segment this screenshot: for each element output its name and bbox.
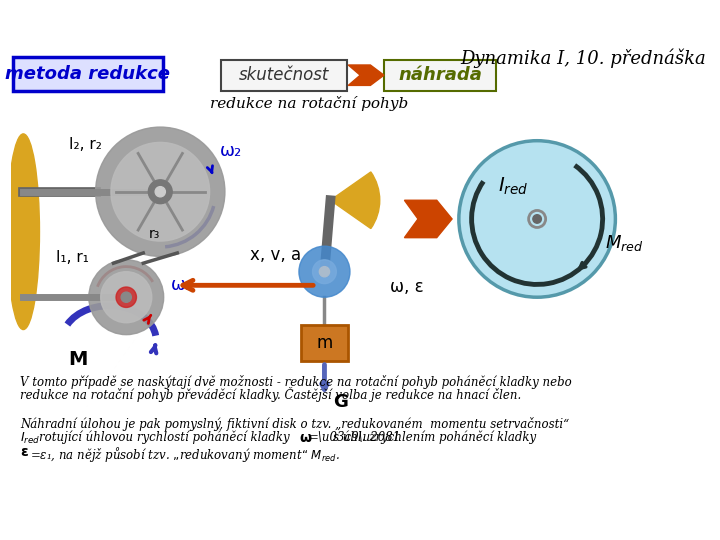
Circle shape [533,215,541,223]
Text: metoda redukce: metoda redukce [6,65,171,83]
Circle shape [101,272,152,323]
Text: Náhradní úlohou je pak pomyslný, fiktivní disk o tzv. „redukovaném  momentu setr: Náhradní úlohou je pak pomyslný, fiktivn… [20,417,569,431]
Circle shape [320,267,330,277]
Text: $\mathbf{\omega}$: $\mathbf{\omega}$ [299,431,312,445]
Text: náhrada: náhrada [398,66,482,84]
Text: G: G [333,393,348,411]
Text: ω, ε: ω, ε [390,278,423,296]
FancyBboxPatch shape [13,57,163,91]
Text: =ε₁, na nějž působí tzv. „redukovaný moment“ $M_{red}$.: =ε₁, na nějž působí tzv. „redukovaný mom… [30,446,340,464]
Text: r₃: r₃ [149,227,161,241]
Text: $I_{red}$: $I_{red}$ [20,431,40,446]
Wedge shape [330,172,379,228]
Text: ω₁: ω₁ [171,276,194,294]
Circle shape [89,260,163,335]
Text: =\u03c9\u2081: =\u03c9\u2081 [309,431,401,444]
Text: m: m [316,334,333,352]
Ellipse shape [7,134,40,329]
Text: redukce na rotační pohyb: redukce na rotační pohyb [210,97,408,111]
Circle shape [121,292,131,302]
Circle shape [96,127,225,256]
Text: $I_{red}$: $I_{red}$ [498,176,528,197]
Text: I₁, r₁: I₁, r₁ [55,249,89,265]
Polygon shape [348,65,384,85]
Text: M: M [68,350,87,369]
FancyBboxPatch shape [301,325,348,361]
Text: ω₂: ω₂ [220,142,242,160]
Circle shape [312,260,336,284]
Text: skutečnost: skutečnost [238,66,329,84]
Text: x, v, a: x, v, a [250,246,301,264]
Text: $\mathbf{\varepsilon}$: $\mathbf{\varepsilon}$ [20,446,29,459]
Text: $M_{red}$: $M_{red}$ [606,233,644,253]
Text: redukce na rotační pohyb převáděcí kladky. Častější volba je redukce na hnací čl: redukce na rotační pohyb převáděcí kladk… [20,387,521,402]
FancyBboxPatch shape [384,60,496,91]
Circle shape [116,287,137,307]
Polygon shape [405,200,452,238]
Circle shape [156,187,166,197]
Circle shape [148,180,172,204]
Circle shape [299,246,350,297]
Text: rotující úhlovou rychlostí poháněcí kladky: rotující úhlovou rychlostí poháněcí klad… [39,431,289,444]
Text: I₂, r₂: I₂, r₂ [69,137,102,152]
FancyBboxPatch shape [220,60,348,91]
Circle shape [111,143,210,241]
Circle shape [459,141,616,297]
Text: s úhl. zrychlením poháněcí kladky: s úhl. zrychlením poháněcí kladky [333,431,536,444]
Text: Dynamika I, 10. přednáška: Dynamika I, 10. přednáška [461,49,706,69]
Text: V tomto případě se naskýtají dvě možnosti - redukce na rotační pohyb poháněcí kl: V tomto případě se naskýtají dvě možnost… [20,375,572,389]
